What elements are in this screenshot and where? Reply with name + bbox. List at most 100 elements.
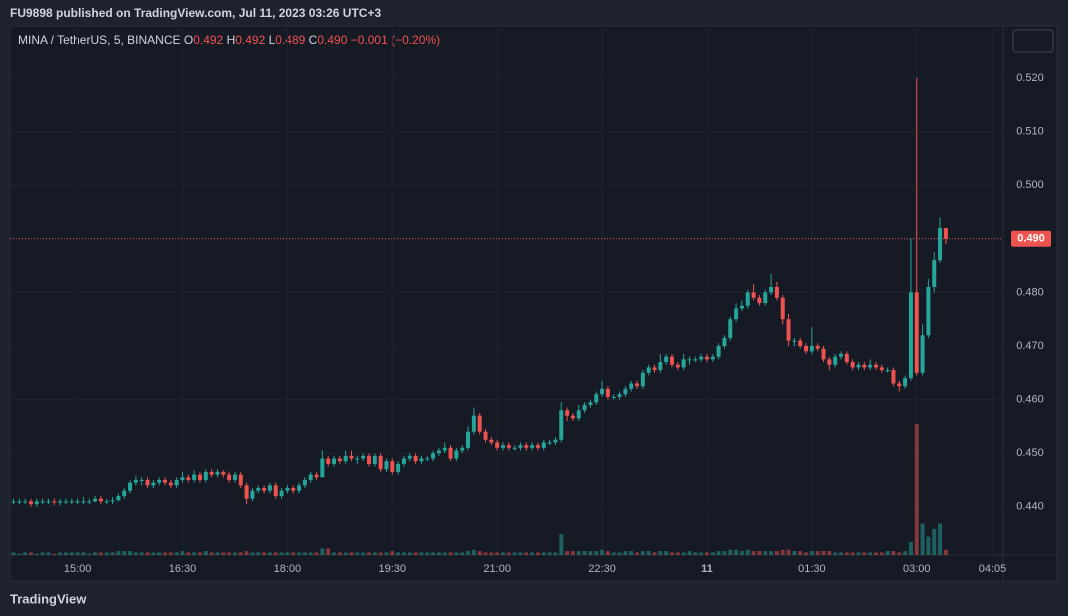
volume-bar (23, 552, 28, 555)
candle-body (314, 474, 319, 478)
volume-bar (87, 553, 92, 555)
candle-body (530, 445, 535, 448)
y-tick-label: 0.470 (1016, 340, 1044, 352)
candle-body (23, 501, 28, 503)
legend-value: 0.492 (193, 33, 223, 47)
candle-body (926, 287, 931, 336)
volume-bar (938, 523, 943, 555)
candle-body (786, 319, 791, 341)
volume-bar (757, 551, 762, 555)
candle-body (477, 415, 482, 432)
candle-body (267, 485, 272, 491)
volume-bar (11, 552, 16, 555)
candle-body (436, 450, 441, 454)
candle-body (553, 439, 558, 443)
volume-bar (390, 551, 395, 555)
candle-body (524, 445, 529, 448)
volume-bar (145, 552, 150, 555)
volume-bar (197, 552, 202, 555)
legend-value: 0.492 (235, 33, 265, 47)
candle-body (850, 362, 855, 368)
candle-body (885, 370, 890, 372)
candle-body (273, 485, 278, 497)
volume-bar (670, 552, 674, 555)
legend-key: L (269, 33, 276, 47)
candle-body (547, 442, 552, 444)
candle-body (646, 367, 651, 373)
candle-body (512, 447, 517, 449)
candle-body (611, 396, 616, 398)
candle-body (780, 297, 785, 320)
candle-body (157, 479, 162, 483)
candle-body (623, 388, 628, 395)
x-tick-label: 22:30 (588, 563, 616, 575)
candle-body (69, 501, 74, 503)
volume-bar (93, 552, 98, 555)
legend-change: −0.001 (−0.20%) (351, 33, 440, 47)
volume-bar (856, 552, 861, 555)
candle-body (699, 356, 704, 360)
candle-body (838, 354, 843, 357)
candle-body (710, 356, 715, 360)
volume-bar (291, 552, 296, 555)
volume-bar (623, 551, 628, 555)
candle-body (52, 501, 57, 503)
candle-body (87, 501, 92, 503)
x-tick-label: 18:00 (274, 563, 302, 575)
volume-bar (442, 552, 447, 555)
volume-bar (605, 551, 610, 555)
candle-body (349, 455, 354, 459)
y-tick-label: 0.450 (1016, 447, 1044, 459)
y-tick-label: 0.440 (1016, 501, 1044, 513)
candle-body (192, 474, 197, 480)
candle-body (635, 383, 640, 387)
volume-bar (337, 552, 342, 555)
volume-bar (827, 551, 832, 555)
candle-body (687, 359, 692, 361)
volume-bar (897, 552, 902, 555)
candle-body (279, 490, 284, 497)
volume-bar (436, 552, 441, 555)
candle-body (454, 450, 459, 459)
candle-body (757, 297, 762, 304)
x-tick-label: 16:30 (169, 563, 197, 575)
volume-bar (69, 552, 74, 555)
panel-button[interactable] (1012, 29, 1054, 53)
volume-bar (600, 549, 605, 555)
volume-bar (98, 552, 103, 555)
volume-bar (355, 552, 360, 555)
volume-bar (58, 552, 63, 555)
volume-bar (267, 552, 272, 555)
candle-body (891, 370, 896, 384)
volume-bar (378, 552, 383, 555)
y-tick-label: 0.520 (1016, 72, 1044, 84)
volume-bar (34, 553, 39, 555)
volume-bar (535, 552, 540, 555)
candle-body (75, 501, 80, 503)
volume-bar (512, 552, 517, 555)
candle-body (483, 431, 488, 440)
candle-body (145, 479, 150, 486)
volume-bar (110, 552, 115, 555)
volume-bar (699, 552, 704, 555)
volume-bar (477, 551, 482, 555)
chart-panel (9, 25, 1058, 582)
volume-bar (891, 551, 896, 555)
volume-bar (17, 553, 22, 555)
candle-body (489, 439, 494, 443)
volume-bar (804, 552, 809, 555)
volume-bar (728, 549, 733, 555)
candle-body (594, 394, 599, 403)
volume-bar (151, 552, 156, 555)
volume-bar (524, 552, 529, 555)
published-line: FU9898 published on TradingView.com, Jul… (10, 6, 381, 20)
candle-body (203, 471, 208, 480)
volume-bar (40, 552, 45, 555)
volume-bar (501, 552, 506, 555)
volume-bar (314, 552, 319, 555)
volume-bar (693, 552, 698, 555)
y-tick-label: 0.500 (1016, 179, 1044, 191)
candle-body (821, 348, 826, 360)
candle-body (98, 498, 103, 502)
candle-body (215, 471, 220, 475)
